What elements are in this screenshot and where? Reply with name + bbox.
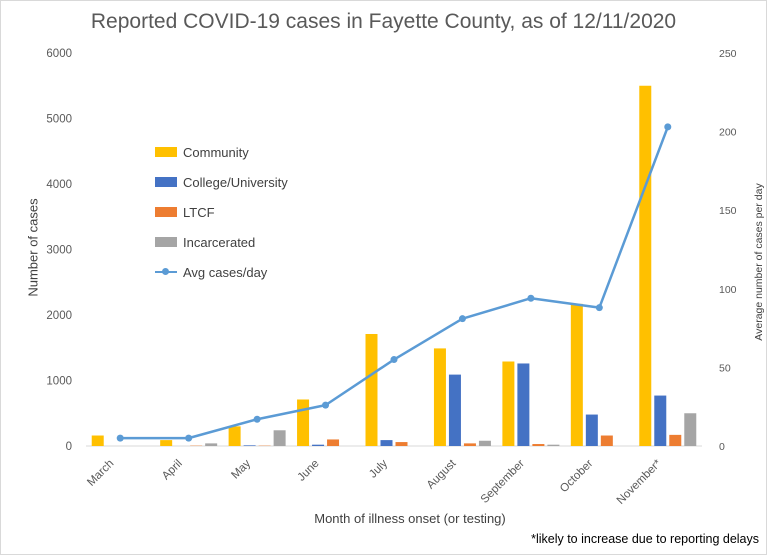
- x-tick-label: September: [479, 458, 527, 506]
- y-tick-label: 0: [66, 441, 72, 453]
- y-axis-label: Number of cases: [25, 198, 41, 297]
- bar-college-university: [380, 440, 393, 446]
- legend-swatch-community: [155, 147, 177, 157]
- line-point: [527, 294, 535, 302]
- line-point: [664, 123, 672, 131]
- y-tick-label: 1000: [46, 376, 72, 388]
- legend-item-community: Community: [155, 137, 288, 167]
- line-point: [390, 356, 398, 364]
- y2-tick-label: 150: [719, 205, 737, 217]
- x-tick-label: June: [296, 458, 322, 484]
- legend-item-avg: Avg cases/day: [155, 257, 288, 287]
- bar-community: [639, 85, 652, 446]
- legend-item-ltcf: LTCF: [155, 197, 288, 227]
- bar-community: [297, 399, 310, 446]
- bar-college-university: [312, 444, 325, 446]
- y-tick-label: 3000: [46, 245, 72, 257]
- legend-swatch-ltcf: [155, 207, 177, 217]
- bar-incarcerated: [547, 444, 560, 446]
- y2-tick-label: 200: [719, 127, 737, 139]
- bar-college-university: [654, 395, 667, 446]
- bar-incarcerated: [478, 440, 491, 446]
- bar-college-university: [517, 363, 530, 446]
- line-point: [322, 401, 330, 409]
- legend-label-community: Community: [183, 144, 249, 160]
- bar-incarcerated: [205, 443, 218, 446]
- legend-swatch-incarcerated: [155, 237, 177, 247]
- x-axis-label: Month of illness onset (or testing): [314, 511, 506, 526]
- bar-community: [433, 348, 446, 446]
- legend: Community College/University LTCF Incarc…: [155, 137, 288, 287]
- bar-community: [160, 440, 173, 446]
- bar-ltcf: [327, 439, 340, 446]
- bar-college-university: [243, 445, 256, 446]
- legend-item-college: College/University: [155, 167, 288, 197]
- y2-tick-label: 250: [719, 48, 737, 60]
- bar-community: [91, 435, 104, 446]
- legend-swatch-college: [155, 177, 177, 187]
- y-tick-label: 2000: [46, 310, 72, 322]
- x-tick-label: April: [160, 458, 185, 483]
- bar-community: [228, 426, 241, 446]
- bar-community: [365, 333, 378, 446]
- legend-label-avg: Avg cases/day: [183, 264, 268, 280]
- line-point: [253, 415, 261, 423]
- bar-ltcf: [395, 442, 408, 446]
- bar-incarcerated: [273, 430, 286, 446]
- bar-ltcf: [669, 434, 682, 446]
- y-tick-label: 4000: [46, 179, 72, 191]
- y2-tick-label: 0: [719, 441, 725, 453]
- y-tick-label: 6000: [46, 48, 72, 60]
- line-point: [458, 315, 466, 323]
- x-tick-label: October: [558, 458, 596, 496]
- y2-tick-label: 50: [719, 362, 731, 374]
- bar-community: [502, 361, 515, 446]
- bar-college-university: [448, 374, 461, 446]
- bar-community: [570, 303, 583, 446]
- y2-tick-label: 100: [719, 284, 737, 296]
- line-point: [116, 434, 124, 442]
- bar-college-university: [585, 414, 598, 446]
- footnote: *likely to increase due to reporting del…: [531, 532, 759, 546]
- legend-label-college: College/University: [183, 174, 288, 190]
- legend-swatch-avg: [155, 267, 177, 277]
- x-tick-label: November*: [615, 457, 665, 507]
- legend-item-incarcerated: Incarcerated: [155, 227, 288, 257]
- y2-axis-label: Average number of cases per day: [753, 183, 765, 341]
- legend-label-incarcerated: Incarcerated: [183, 234, 256, 250]
- bar-ltcf: [463, 443, 476, 446]
- y-tick-label: 5000: [46, 114, 72, 126]
- bar-incarcerated: [684, 413, 697, 446]
- line-point: [185, 434, 193, 442]
- x-tick-label: March: [85, 458, 116, 489]
- x-tick-label: August: [425, 457, 459, 491]
- x-tick-label: May: [229, 457, 253, 481]
- bar-ltcf: [532, 444, 545, 446]
- x-tick-label: July: [367, 457, 390, 480]
- line-point: [595, 304, 603, 312]
- bar-ltcf: [600, 435, 613, 446]
- chart-title: Reported COVID-19 cases in Fayette Count…: [90, 10, 677, 33]
- legend-label-ltcf: LTCF: [183, 204, 215, 220]
